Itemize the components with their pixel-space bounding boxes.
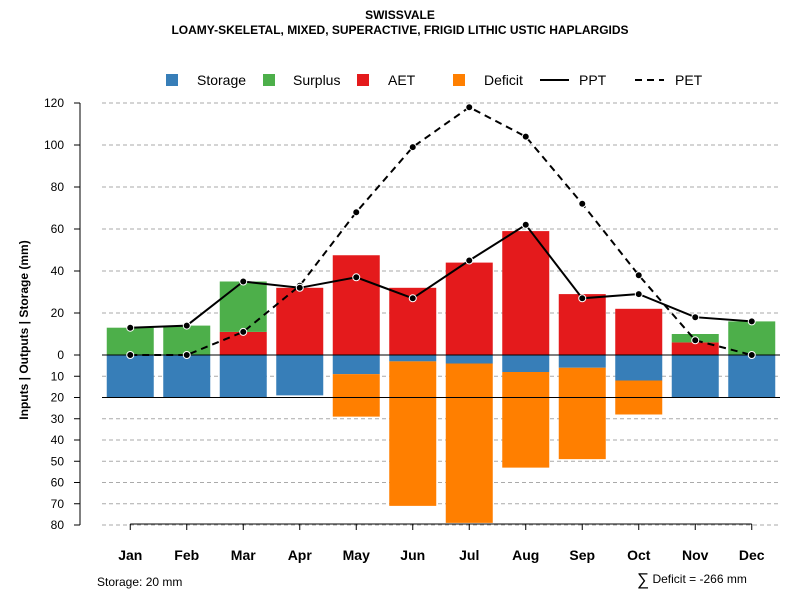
- ppt-point: [182, 321, 191, 330]
- storage-bar: [332, 355, 380, 375]
- legend-pet-label: PET: [675, 72, 703, 88]
- y-tick-label: 40: [51, 433, 65, 447]
- y-tick-label: 40: [51, 264, 65, 278]
- y-tick-label: 70: [51, 497, 65, 511]
- storage-bar: [106, 355, 154, 398]
- storage-bar: [502, 355, 550, 372]
- surplus-bar: [106, 327, 154, 355]
- deficit-bar: [389, 361, 437, 506]
- y-tick-label: 80: [51, 518, 65, 532]
- y-tick-label: 60: [51, 222, 65, 236]
- storage-bar: [389, 355, 437, 362]
- x-tick-label: Dec: [739, 547, 765, 563]
- x-tick-label: Sep: [569, 547, 595, 563]
- deficit-bar: [445, 363, 493, 523]
- pet-point: [239, 327, 248, 336]
- x-tick-label: Jun: [400, 547, 425, 563]
- y-tick-label: 10: [51, 369, 65, 383]
- legend-deficit-swatch: [453, 74, 465, 86]
- surplus-bar: [219, 281, 267, 332]
- legend-deficit-label: Deficit: [484, 72, 523, 88]
- x-tick-label: May: [343, 547, 370, 563]
- ppt-point: [126, 323, 135, 332]
- storage-bar: [219, 355, 267, 398]
- storage-bar: [615, 355, 663, 381]
- x-tick-label: Mar: [231, 547, 256, 563]
- y-tick-label: 30: [51, 412, 65, 426]
- pet-point: [521, 132, 530, 141]
- y-tick-label: 50: [51, 454, 65, 468]
- chart-title-block: SWISSVALE LOAMY-SKELETAL, MIXED, SUPERAC…: [0, 8, 800, 38]
- pet-point: [578, 199, 587, 208]
- y-axis-label: Inputs | Outputs | Storage (mm): [17, 240, 31, 419]
- x-tick-label: Oct: [627, 547, 651, 563]
- ppt-point: [239, 277, 248, 286]
- pet-point: [182, 351, 191, 359]
- storage-bar: [558, 355, 606, 368]
- x-tick-label: Jul: [459, 547, 479, 563]
- aet-bar: [671, 342, 719, 355]
- storage-bar: [728, 355, 776, 398]
- legend-surplus-swatch: [263, 74, 275, 86]
- ppt-point: [465, 256, 474, 265]
- y-tick-label: 0: [57, 348, 64, 362]
- y-tick-label: 20: [51, 391, 65, 405]
- surplus-bar: [728, 321, 776, 355]
- x-tick-label: Jan: [118, 547, 142, 563]
- ppt-line: [130, 223, 752, 329]
- ppt-point: [747, 317, 756, 326]
- ppt-point: [295, 283, 304, 292]
- y-tick-label: 120: [44, 96, 64, 110]
- x-tick-label: Feb: [174, 547, 199, 563]
- chart-subtitle: LOAMY-SKELETAL, MIXED, SUPERACTIVE, FRIG…: [171, 23, 629, 37]
- storage-bar: [276, 355, 324, 396]
- aet-bar: [219, 331, 267, 355]
- pet-point: [747, 351, 756, 359]
- legend-storage-label: Storage: [197, 72, 246, 88]
- aet-bar: [445, 262, 493, 355]
- deficit-bar: [558, 367, 606, 460]
- legend-ppt-label: PPT: [579, 72, 607, 88]
- legend-surplus-label: Surplus: [293, 72, 340, 88]
- aet-bar: [558, 294, 606, 355]
- y-tick-label: 20: [51, 306, 65, 320]
- x-tick-label: Apr: [288, 547, 313, 563]
- y-tick-label: 60: [51, 476, 65, 490]
- ppt-point: [634, 290, 643, 299]
- deficit-bar: [332, 374, 380, 417]
- ppt-point: [352, 273, 361, 282]
- pet-point: [634, 271, 643, 280]
- legend-storage-swatch: [166, 74, 178, 86]
- pet-point: [691, 336, 700, 345]
- ppt-point: [578, 294, 587, 303]
- aet-bar: [615, 308, 663, 355]
- deficit-bar: [502, 372, 550, 468]
- x-tick-label: Aug: [512, 547, 539, 563]
- legend-aet-swatch: [357, 74, 369, 86]
- pet-point: [408, 143, 417, 152]
- x-tick-label: Nov: [682, 547, 709, 563]
- storage-bar: [671, 355, 719, 398]
- aet-bar: [502, 231, 550, 355]
- storage-bar: [163, 355, 211, 398]
- aet-bar: [332, 255, 380, 355]
- sigma-symbol: ∑: [637, 570, 650, 589]
- storage-footnote: Storage: 20 mm: [97, 575, 183, 589]
- y-tick-label: 80: [51, 180, 65, 194]
- ppt-point: [521, 220, 530, 229]
- pet-point: [465, 103, 474, 112]
- surplus-bar: [163, 325, 211, 355]
- storage-bar: [445, 355, 493, 364]
- y-tick-label: 100: [44, 138, 64, 152]
- ppt-point: [408, 294, 417, 303]
- ppt-point: [691, 313, 700, 322]
- chart-title: SWISSVALE: [365, 8, 435, 22]
- pet-point: [126, 351, 135, 359]
- deficit-footnote: ∑ Deficit = -266 mm: [637, 570, 747, 590]
- pet-point: [352, 208, 361, 217]
- legend-aet-label: AET: [388, 72, 416, 88]
- deficit-total: Deficit = -266 mm: [652, 572, 747, 586]
